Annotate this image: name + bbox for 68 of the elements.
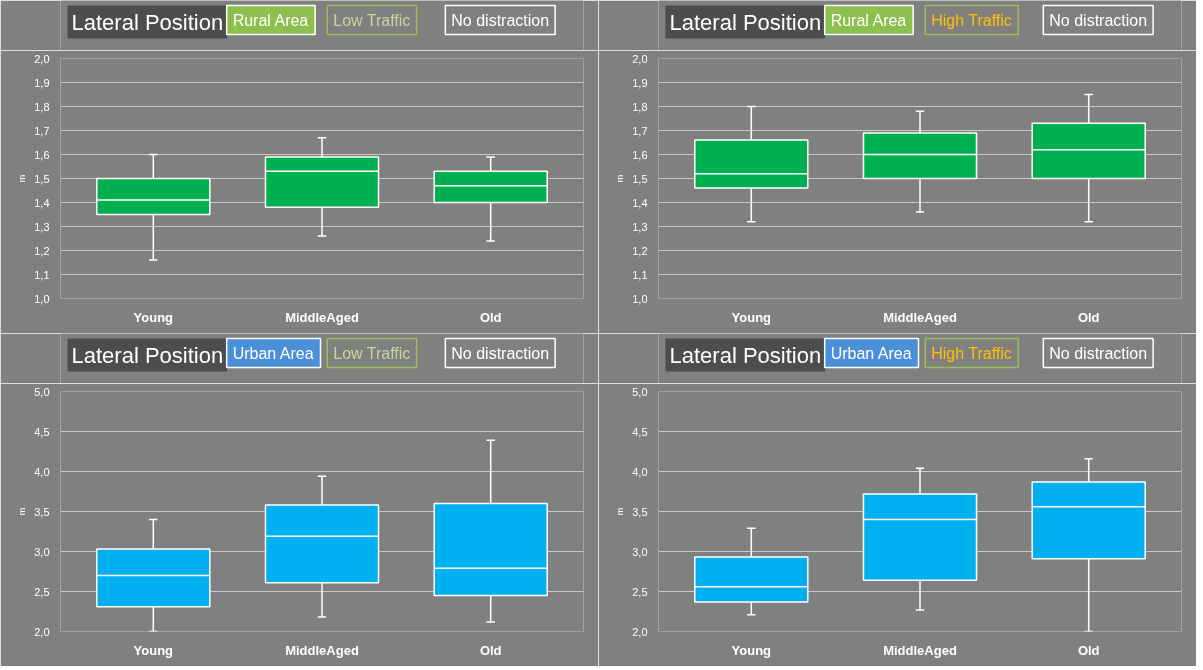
- y-tick-label: 3,5: [632, 505, 648, 518]
- y-tick-label: 5,0: [34, 385, 50, 398]
- text: Rural Area: [232, 11, 309, 29]
- y-tick-label: 1,7: [34, 124, 50, 137]
- chart-title: Lateral Position: [71, 9, 224, 35]
- y-tick-label: 3,5: [34, 505, 50, 518]
- text: No distraction: [1049, 344, 1148, 362]
- x-tick-label: MiddleAged: [883, 642, 957, 658]
- y-tick-label: 1,1: [632, 268, 648, 281]
- y-tick-label: 1,4: [632, 196, 648, 209]
- y-tick-label: 5,0: [632, 385, 648, 398]
- x-tick-label: Young: [133, 642, 174, 658]
- x-tick-label: MiddleAged: [285, 309, 359, 325]
- y-tick-label: 1,9: [34, 76, 50, 89]
- y-axis-title: m: [17, 507, 28, 516]
- y-tick-label: 1,9: [632, 76, 648, 89]
- text: Rural Area: [830, 11, 907, 29]
- y-tick-label: 1,2: [632, 244, 648, 257]
- y-tick-label: 4,0: [632, 465, 648, 478]
- y-axis-title: m: [615, 174, 626, 183]
- y-tick-label: 1,8: [34, 100, 50, 113]
- y-tick-label: 4,5: [632, 425, 648, 438]
- y-tick-label: 2,5: [632, 585, 648, 598]
- chart-title: Lateral Position: [71, 342, 224, 368]
- y-tick-label: 1,0: [34, 292, 50, 305]
- y-tick-label: 1,0: [632, 292, 648, 305]
- x-tick-label: Old: [479, 642, 502, 658]
- y-tick-label: 1,3: [34, 220, 50, 233]
- y-tick-label: 1,5: [632, 172, 648, 185]
- chart-title: Lateral Position: [669, 9, 822, 35]
- y-tick-label: 3,0: [34, 545, 50, 558]
- y-tick-label: 1,5: [34, 172, 50, 185]
- chart-title: Lateral Position: [669, 342, 822, 368]
- x-tick-label: Old: [479, 309, 502, 325]
- text: Urban Area: [830, 344, 912, 362]
- y-axis-title: m: [615, 507, 626, 516]
- x-tick-label: Young: [731, 309, 772, 325]
- x-tick-label: Young: [133, 309, 174, 325]
- text: High Traffic: [931, 344, 1012, 362]
- y-tick-label: 2,0: [632, 625, 648, 638]
- y-tick-label: 1,4: [34, 196, 50, 209]
- x-tick-label: Old: [1077, 642, 1100, 658]
- y-tick-label: 4,0: [34, 465, 50, 478]
- y-tick-label: 1,2: [34, 244, 50, 257]
- y-axis-title: m: [17, 174, 28, 183]
- text: No distraction: [1049, 11, 1148, 29]
- x-tick-label: Old: [1077, 309, 1100, 325]
- y-tick-label: 2,0: [34, 52, 50, 65]
- y-tick-label: 1,8: [632, 100, 648, 113]
- y-tick-label: 2,0: [632, 52, 648, 65]
- y-tick-label: 2,0: [34, 625, 50, 638]
- text: Low Traffic: [333, 344, 411, 362]
- x-tick-label: MiddleAged: [285, 642, 359, 658]
- text: Low Traffic: [333, 11, 411, 29]
- y-tick-label: 1,3: [632, 220, 648, 233]
- y-tick-label: 1,7: [632, 124, 648, 137]
- text: High Traffic: [931, 11, 1012, 29]
- text: No distraction: [451, 344, 550, 362]
- text: Urban Area: [232, 344, 314, 362]
- y-tick-label: 4,5: [34, 425, 50, 438]
- y-tick-label: 1,6: [632, 148, 648, 161]
- text: No distraction: [451, 11, 550, 29]
- y-tick-label: 3,0: [632, 545, 648, 558]
- x-tick-label: MiddleAged: [883, 309, 957, 325]
- y-tick-label: 2,5: [34, 585, 50, 598]
- x-tick-label: Young: [731, 642, 772, 658]
- y-tick-label: 1,1: [34, 268, 50, 281]
- y-tick-label: 1,6: [34, 148, 50, 161]
